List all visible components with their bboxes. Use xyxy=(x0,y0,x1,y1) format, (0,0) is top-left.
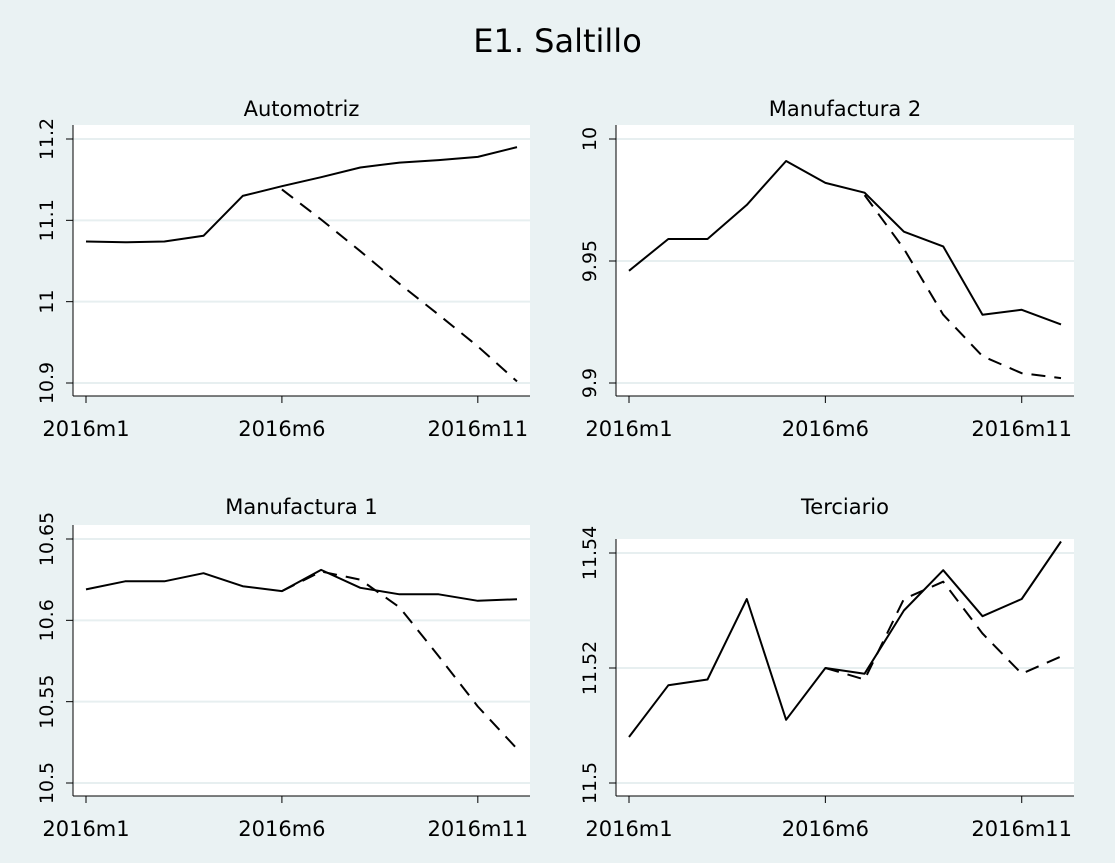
y-tick-label: 9.95 xyxy=(579,240,601,282)
y-tick-label: 9.9 xyxy=(579,368,601,398)
y-tick-label: 10.9 xyxy=(36,362,58,404)
x-tick-label: 2016m11 xyxy=(428,817,529,841)
x-tick-label: 2016m11 xyxy=(971,417,1072,441)
x-tick-label: 2016m1 xyxy=(585,817,672,841)
series-line-solid xyxy=(628,540,1062,738)
panel-title: Automotriz xyxy=(244,97,360,121)
series-line-dashed xyxy=(825,580,1062,681)
y-tick-label: 11.54 xyxy=(579,526,601,580)
y-tick-label: 11.5 xyxy=(579,762,601,804)
series-line-dashed xyxy=(863,194,1062,380)
y-tick-label: 10.55 xyxy=(36,674,58,728)
y-tick-label: 11 xyxy=(36,290,58,314)
y-tick-label: 11.52 xyxy=(579,641,601,695)
x-tick-label: 2016m6 xyxy=(238,417,325,441)
x-tick-label: 2016m6 xyxy=(782,417,869,441)
chart-panel-4: 11.5 11.52 11.54 2016m1 2016m6 2016m11 Terciar… xyxy=(579,495,1074,841)
series-line-solid xyxy=(628,160,1062,326)
y-tick-label: 11.1 xyxy=(36,199,58,241)
series-line-solid xyxy=(85,568,518,602)
y-tick-label: 10 xyxy=(579,127,601,151)
plot-area xyxy=(73,525,530,796)
chart-panel-3: 10.5 10.55 10.6 10.65 2016m1 2016m6 2016m11 Man… xyxy=(36,495,530,841)
y-tick-label: 10.65 xyxy=(36,512,58,566)
chart-panel-2: 9.9 9.95 10 2016m1 2016m6 2016m11 Manufactura … xyxy=(579,97,1074,441)
series-line-dashed xyxy=(281,188,518,383)
x-tick-label: 2016m6 xyxy=(782,817,869,841)
x-tick-label: 2016m1 xyxy=(585,417,672,441)
y-tick-label: 10.6 xyxy=(36,599,58,641)
figure-title: E1. Saltillo xyxy=(473,22,642,60)
panel-title: Manufactura 2 xyxy=(769,97,922,121)
x-tick-label: 2016m11 xyxy=(971,817,1072,841)
y-tick-label: 10.5 xyxy=(36,762,58,804)
panel-title: Manufactura 1 xyxy=(225,495,378,519)
series-line-solid xyxy=(85,146,518,244)
chart-panel-1: 10.9 11 11.1 11.2 2016m1 2016m6 2016m11 Automot… xyxy=(36,97,530,441)
plot-area xyxy=(73,125,530,396)
series-line-dashed xyxy=(281,570,518,750)
x-tick-label: 2016m6 xyxy=(238,817,325,841)
x-tick-label: 2016m11 xyxy=(428,417,529,441)
panel-title: Terciario xyxy=(800,495,889,519)
x-tick-label: 2016m1 xyxy=(42,817,129,841)
x-tick-label: 2016m1 xyxy=(42,417,129,441)
y-tick-label: 11.2 xyxy=(36,118,58,160)
